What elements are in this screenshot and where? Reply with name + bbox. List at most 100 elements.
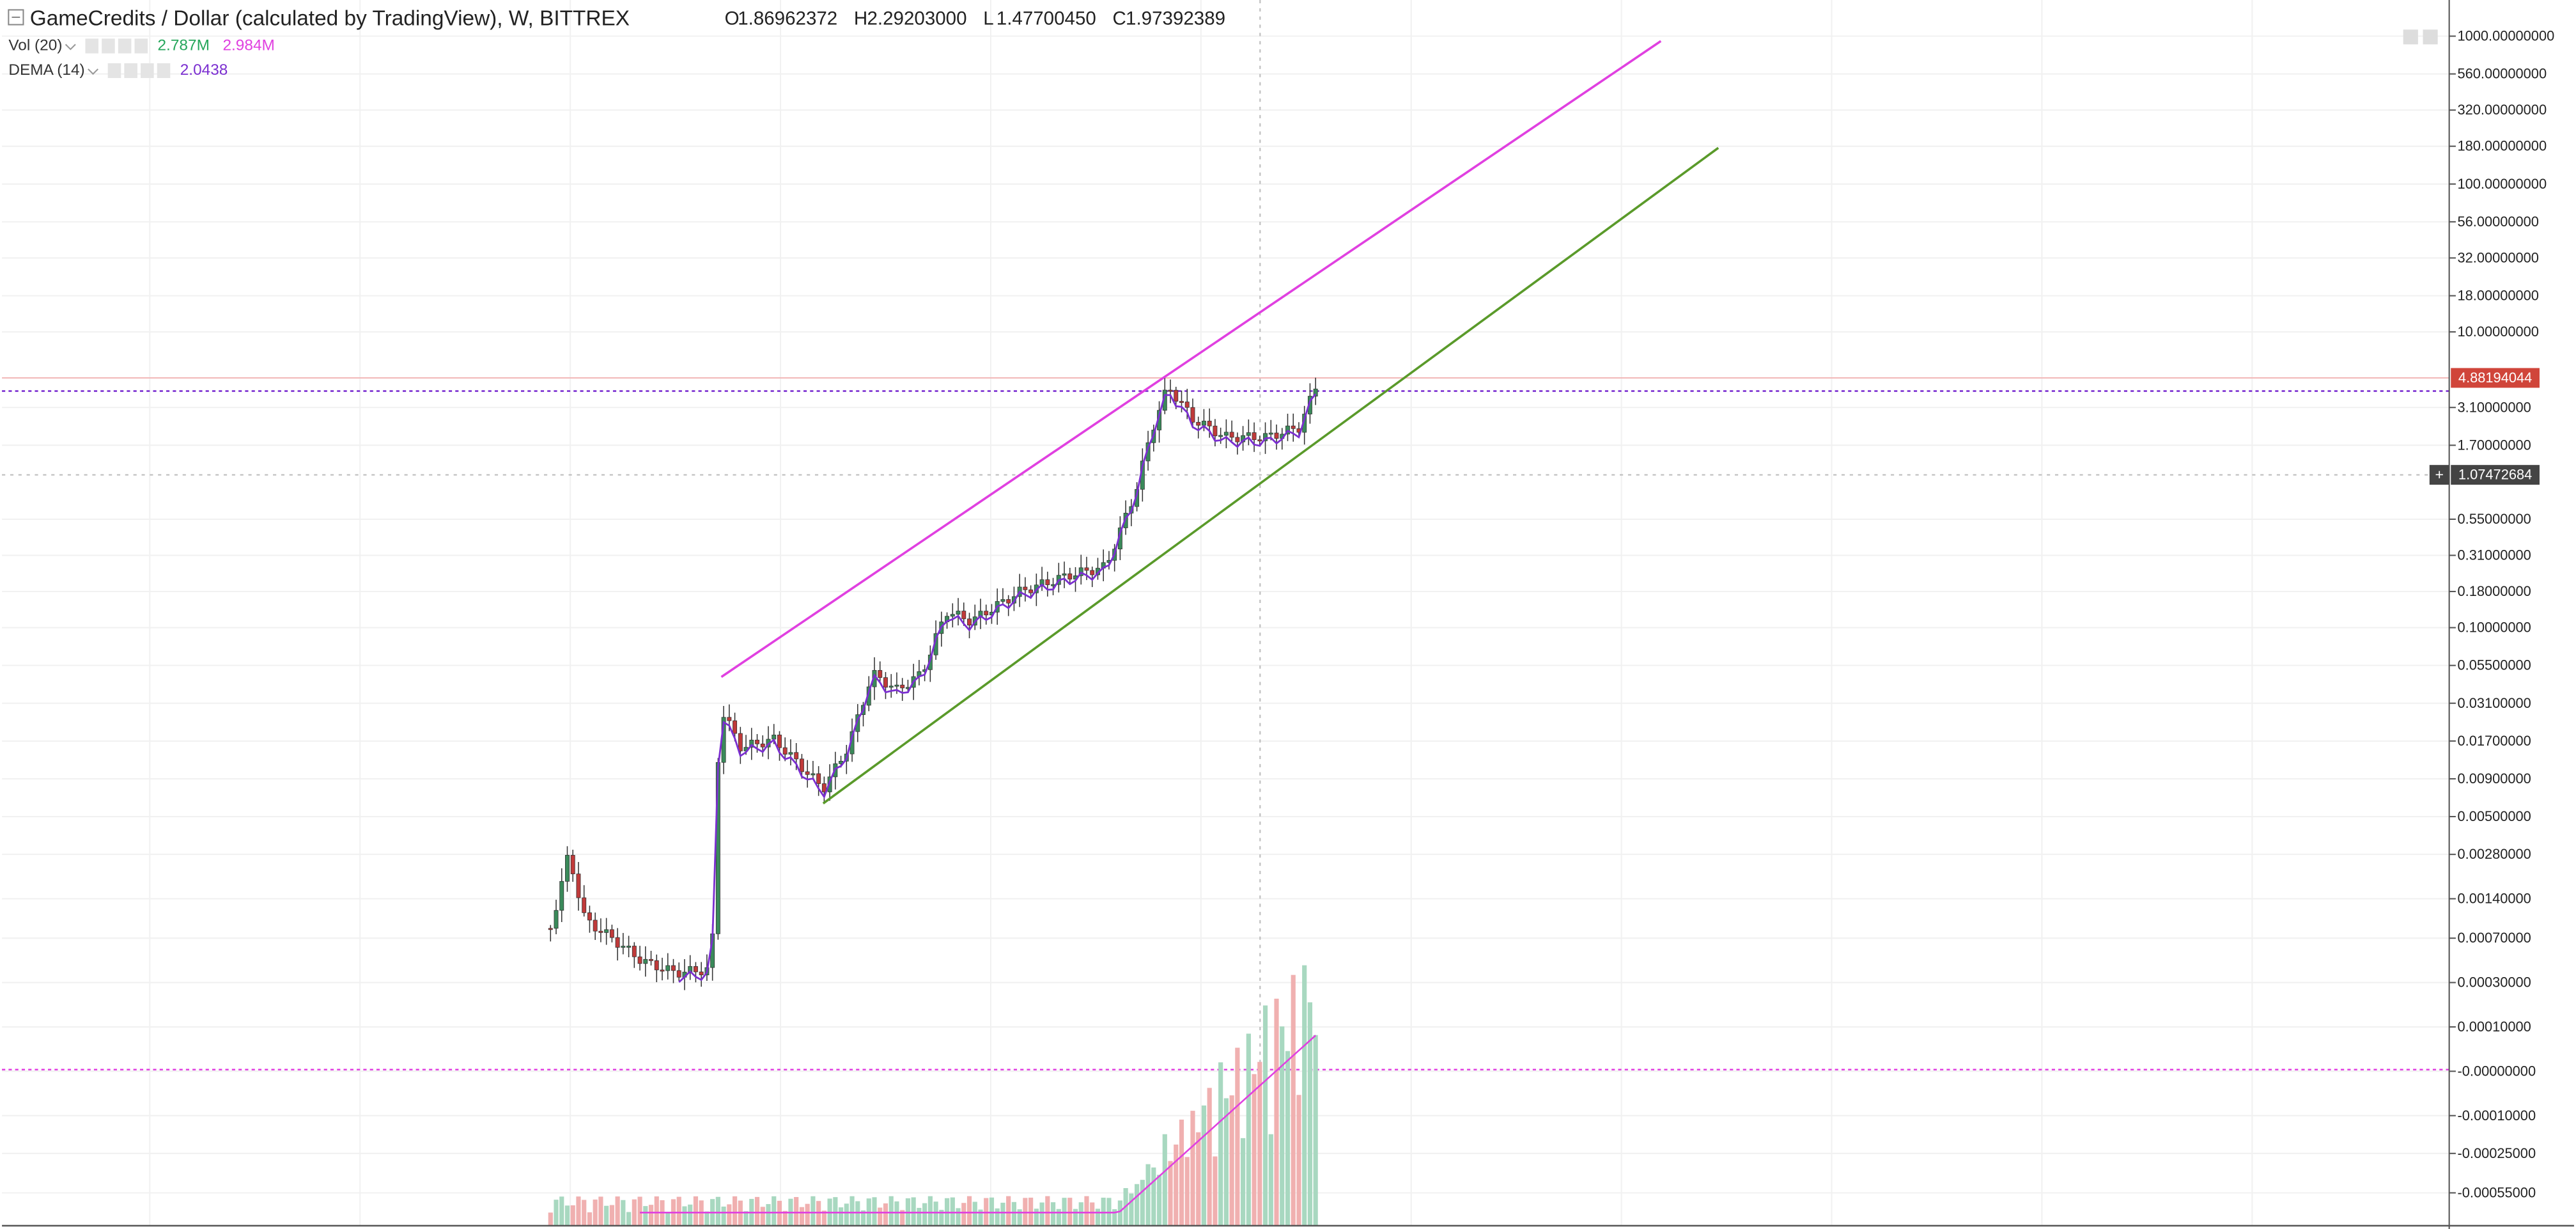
candle-body [671, 965, 676, 971]
ohlc-key: L [983, 8, 993, 29]
add-button[interactable] [2429, 465, 2449, 485]
volume-bar [1280, 1026, 1285, 1226]
volume-bar [604, 1205, 609, 1226]
volume-bar [900, 1210, 905, 1226]
volume-bar [1156, 1175, 1162, 1226]
volume-bar [564, 1205, 570, 1226]
volume-bar [1246, 1033, 1251, 1226]
volume-bar [1223, 1098, 1229, 1226]
volume-bar [1262, 1005, 1268, 1226]
candle-body [1190, 407, 1195, 423]
volume-bar [1000, 1202, 1005, 1226]
price-label: 0.03100000 [2457, 695, 2531, 711]
volume-ma-line [640, 1035, 1317, 1214]
candle-body [1252, 432, 1257, 441]
volume-bar [1090, 1202, 1095, 1226]
candle-body [794, 752, 799, 760]
volume-bar [1017, 1209, 1022, 1226]
indicator-button[interactable] [85, 38, 98, 54]
candle-body [1229, 432, 1234, 438]
volume-bar [1240, 1138, 1246, 1226]
volume-bar [1313, 1035, 1318, 1226]
candle-body [693, 966, 698, 973]
volume-bar [1201, 1105, 1207, 1226]
candle-body [554, 910, 559, 929]
price-axis[interactable] [2449, 0, 2574, 1229]
volume-bar [933, 1202, 938, 1226]
indicator-name[interactable]: Vol (20) [8, 36, 62, 54]
volume-bar [676, 1196, 681, 1226]
candle-body [805, 771, 810, 775]
volume-bar [1129, 1193, 1134, 1226]
volume-bar [598, 1196, 603, 1226]
trend-line-upper[interactable] [720, 40, 1662, 678]
candle-body [811, 773, 816, 776]
indicator-button[interactable] [141, 63, 154, 79]
indicator-button[interactable] [157, 63, 171, 79]
ohlc-value: 1.47700450 [997, 8, 1096, 29]
price-label: 3.10000000 [2457, 399, 2531, 415]
indicators: Vol (20) 2.787M 2.984M DEMA (14) 2.0438 [8, 36, 275, 79]
candle-body [1028, 589, 1034, 593]
candles [548, 377, 1318, 990]
candle-body [632, 946, 637, 957]
volume-bar [1229, 1095, 1234, 1226]
indicator-name[interactable]: DEMA (14) [8, 61, 84, 79]
candle-body [799, 758, 804, 772]
volume-bar [715, 1196, 720, 1226]
candle-body [598, 930, 603, 933]
symbol-title[interactable]: GameCredits / Dollar (calculated by Trad… [30, 7, 630, 31]
candle-body [760, 743, 765, 748]
candle-body [1257, 439, 1262, 442]
price-label: -0.00010000 [2457, 1108, 2536, 1123]
volume-bar [966, 1196, 972, 1226]
volume-bar [811, 1196, 816, 1226]
candle-body [772, 734, 777, 740]
indicator-button[interactable] [107, 63, 121, 79]
candle-body [593, 920, 598, 932]
volume-bar [1034, 1209, 1039, 1226]
volume-bar [927, 1196, 933, 1226]
volume-bar [878, 1207, 883, 1226]
scale-button[interactable] [2423, 29, 2438, 45]
volume-bar [888, 1196, 894, 1226]
candle-body [637, 956, 642, 964]
indicator-button[interactable] [134, 38, 148, 54]
volume-bar [805, 1203, 810, 1226]
volume-bar [1235, 1047, 1240, 1226]
volume-bar [978, 1209, 983, 1226]
volume-bar [1291, 975, 1296, 1226]
volume-bar [643, 1206, 648, 1226]
volume-bar [883, 1203, 888, 1226]
volume-bar [1039, 1202, 1044, 1226]
dropdown-icon [88, 68, 98, 75]
volume-pane [548, 965, 1318, 1226]
collapse-button[interactable] [8, 9, 24, 26]
candle-body [821, 783, 826, 792]
trend-line-lower[interactable] [822, 146, 1719, 804]
price-label: 180.00000000 [2457, 138, 2547, 154]
candle-body [570, 855, 575, 875]
volume-bar [989, 1197, 995, 1226]
volume-bar [654, 1196, 659, 1226]
candle-body [894, 684, 899, 687]
candle-body [727, 717, 732, 721]
price-label: 100.00000000 [2457, 176, 2547, 192]
volume-bar [648, 1205, 654, 1226]
candle-body [1235, 437, 1240, 442]
candle-body [576, 873, 581, 898]
indicator-button[interactable] [124, 63, 137, 79]
candle-body [665, 965, 671, 971]
candle-body [888, 685, 894, 688]
price-label: 0.00010000 [2457, 1019, 2531, 1035]
volume-bar [1257, 1061, 1262, 1226]
volume-bar [872, 1197, 877, 1226]
volume-bar [1045, 1196, 1050, 1226]
indicator-button[interactable] [118, 38, 132, 54]
indicator-button[interactable] [102, 38, 115, 54]
volume-bar [1307, 1002, 1313, 1226]
scale-button[interactable] [2403, 29, 2418, 45]
volume-bar [855, 1201, 860, 1226]
candle-body [816, 773, 821, 784]
volume-bar [794, 1196, 799, 1226]
